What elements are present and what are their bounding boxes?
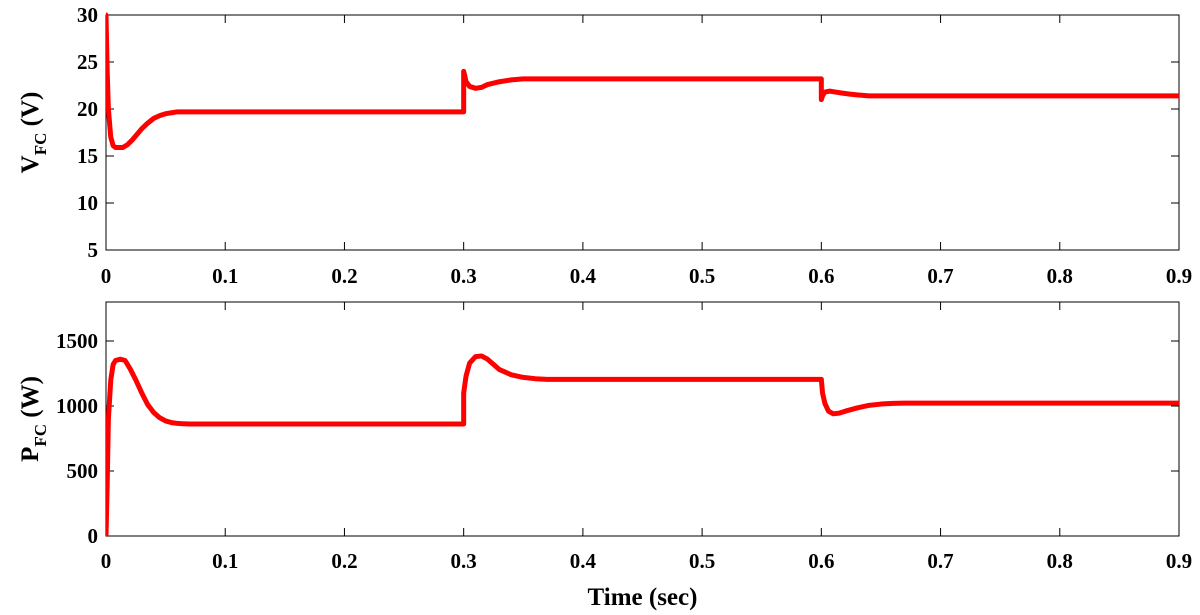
- x-tick-label: 0.8: [1047, 549, 1073, 573]
- series-line: [106, 353, 1179, 536]
- x-tick-label: 0.4: [570, 264, 597, 288]
- x-tick-label: 0.9: [1166, 264, 1192, 288]
- axes-box: [105, 14, 1180, 251]
- y-axis-title-main: P: [17, 447, 44, 462]
- y-axis-title-unit: (V): [17, 92, 44, 133]
- x-tick-label: 0.6: [808, 264, 834, 288]
- x-tick-label: 0.3: [451, 549, 477, 573]
- x-tick-label: 0.2: [331, 264, 357, 288]
- y-tick-label: 30: [77, 3, 98, 27]
- x-tick-label: 0: [101, 549, 112, 573]
- bottom-panel-pfc: 0 0.1 0.2 0.3 0.4 0.5 0.6 0.7 0.8 0.9 0 500 1000 1500…: [17, 301, 1192, 611]
- x-tick-label: 0.5: [689, 549, 715, 573]
- x-tick-label: 0.7: [927, 549, 953, 573]
- y-axis-title-subscript: FC: [31, 424, 50, 447]
- y-axis-title: VFC (V): [17, 92, 50, 174]
- x-tick-label: 0.6: [808, 549, 834, 573]
- x-tick-label: 0.4: [570, 549, 597, 573]
- x-tick-label: 0: [101, 264, 112, 288]
- x-tick-label: 0.8: [1047, 264, 1073, 288]
- series-line: [106, 12, 1179, 151]
- y-tick-label: 1500: [56, 329, 98, 353]
- y-tick-label: 0: [88, 524, 99, 548]
- x-tick-label: 0.9: [1166, 549, 1192, 573]
- x-tick-label: 0.3: [451, 264, 477, 288]
- x-tick-label: 0.2: [331, 549, 357, 573]
- y-axis-title-unit: (W): [17, 376, 44, 424]
- y-tick-label: 20: [77, 97, 98, 121]
- y-tick-label: 10: [77, 191, 98, 215]
- x-tick-label: 0.5: [689, 264, 715, 288]
- y-tick-label: 25: [77, 50, 98, 74]
- y-tick-label: 15: [77, 144, 98, 168]
- x-tick-label: 0.7: [927, 264, 953, 288]
- y-tick-label: 500: [67, 459, 99, 483]
- x-axis-title: Time (sec): [588, 584, 698, 611]
- y-axis-title-subscript: FC: [31, 133, 50, 156]
- y-axis-title-main: V: [17, 155, 44, 173]
- y-tick-label: 1000: [56, 394, 98, 418]
- x-tick-label: 0.1: [212, 264, 238, 288]
- top-panel-vfc: 0 0.1 0.2 0.3 0.4 0.5 0.6 0.7 0.8 0.9 5 10 15 20 25 30 V…: [17, 3, 1192, 288]
- axes-box: [105, 301, 1180, 537]
- y-axis-title: PFC (W): [17, 376, 50, 462]
- y-tick-label: 5: [88, 238, 99, 262]
- x-tick-label: 0.1: [212, 549, 238, 573]
